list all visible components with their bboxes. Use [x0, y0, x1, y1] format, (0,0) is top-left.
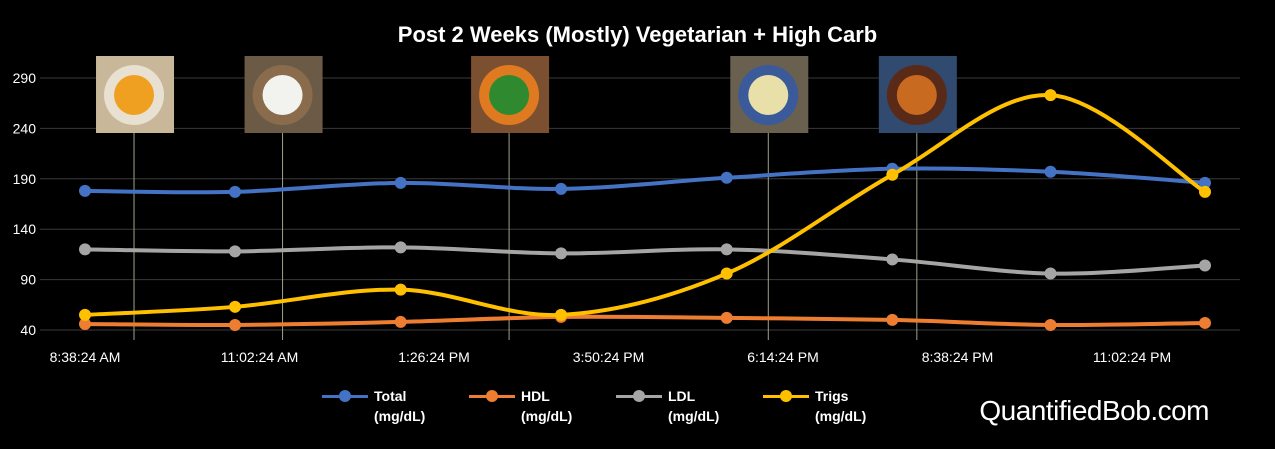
chart-legend: Total (mg/dL) HDL (mg/dL) LDL (mg/dL) Trigs (mg…: [0, 386, 1275, 436]
data-point-ldl: [1199, 259, 1211, 272]
data-point-total: [229, 185, 242, 198]
data-point-ldl: [229, 245, 242, 258]
data-point-total: [1044, 165, 1057, 178]
data-point-trigs: [1199, 185, 1211, 198]
y-tick-label: 140: [13, 221, 37, 237]
series-line-total: [83, 166, 1207, 195]
data-point-hdl: [886, 313, 899, 326]
x-tick-label: 1:26:24 PM: [398, 349, 470, 365]
data-point-ldl: [886, 253, 899, 266]
legend-unit: (mg/dL): [668, 408, 720, 424]
y-tick-label: 240: [13, 120, 37, 136]
data-point-trigs: [720, 267, 733, 280]
x-tick-label: 11:02:24 PM: [1093, 349, 1171, 365]
data-point-ldl: [394, 241, 407, 254]
x-tick-label: 6:14:24 PM: [747, 349, 819, 365]
legend-swatch-total: [322, 389, 368, 403]
curry-plate-photo: [878, 56, 957, 133]
legend-swatch-trigs: [763, 389, 809, 403]
x-tick-label: 11:02:24 AM: [221, 349, 299, 365]
data-point-hdl: [229, 318, 242, 331]
legend-label: LDL: [668, 388, 696, 404]
legend-label: Trigs: [815, 388, 849, 404]
legend-label: HDL: [521, 388, 550, 404]
legend-item-trigs: Trigs (mg/dL): [763, 386, 866, 426]
data-point-hdl: [720, 311, 733, 324]
y-tick-label: 40: [20, 322, 36, 338]
brand-watermark: QuantifiedBob.com: [979, 395, 1209, 426]
data-point-total: [720, 171, 733, 184]
series-line-trigs: [83, 93, 1207, 318]
data-point-trigs: [394, 283, 407, 296]
data-point-ldl: [1044, 267, 1057, 280]
x-tick-label: 3:50:24 PM: [573, 349, 645, 365]
legend-item-ldl: LDL (mg/dL): [616, 386, 719, 426]
series-line-ldl: [83, 245, 1207, 276]
data-point-ldl: [555, 247, 568, 260]
data-point-ldl: [720, 243, 733, 256]
data-point-ldl: [79, 243, 91, 256]
data-point-trigs: [555, 308, 568, 321]
mango-and-drink-photo: [96, 56, 175, 133]
vegetable-bowl-photo: [471, 56, 550, 133]
data-point-total: [394, 176, 407, 189]
rice-bowl-photo: [244, 56, 323, 133]
data-point-trigs: [229, 300, 242, 313]
data-point-trigs: [79, 308, 91, 321]
data-point-trigs: [886, 168, 899, 181]
x-tick-label: 8:38:24 PM: [922, 349, 994, 365]
data-point-hdl: [1199, 316, 1211, 329]
chart-title: Post 2 Weeks (Mostly) Vegetarian + High …: [397, 22, 878, 47]
data-point-hdl: [79, 317, 91, 330]
data-point-trigs: [1044, 89, 1057, 102]
legend-unit: (mg/dL): [815, 408, 867, 424]
series-line-hdl: [83, 314, 1207, 328]
legend-swatch-hdl: [469, 389, 515, 403]
y-tick-label: 90: [20, 272, 36, 288]
y-tick-label: 190: [13, 171, 37, 187]
data-point-hdl: [394, 315, 407, 328]
legend-swatch-ldl: [616, 389, 662, 403]
data-point-hdl: [1044, 318, 1057, 331]
legend-unit: (mg/dL): [521, 408, 573, 424]
y-tick-label: 290: [13, 70, 37, 86]
data-point-total: [555, 182, 568, 195]
legend-label: Total: [374, 388, 407, 404]
legend-item-total: Total (mg/dL): [322, 386, 425, 426]
legend-item-hdl: HDL (mg/dL): [469, 386, 572, 426]
legend-unit: (mg/dL): [374, 408, 426, 424]
x-tick-label: 8:38:24 AM: [50, 349, 121, 365]
data-point-total: [79, 184, 91, 197]
data-point-total: [1199, 176, 1211, 189]
pasta-plate-photo: [730, 56, 809, 133]
